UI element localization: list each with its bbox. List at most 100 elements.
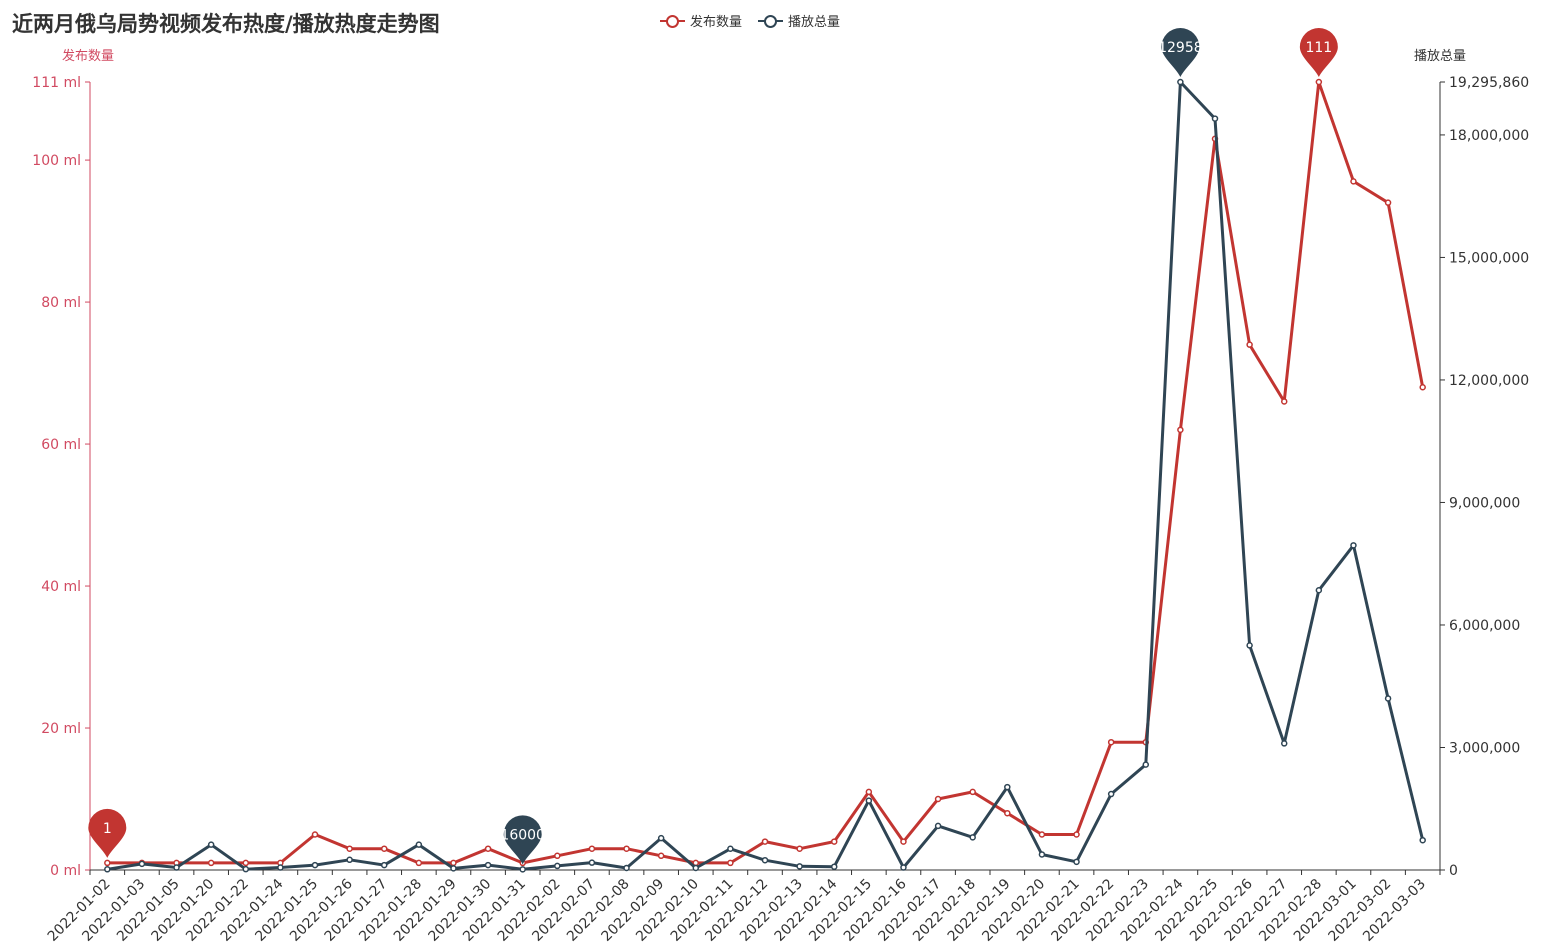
data-point-play-total [657,834,665,842]
data-point-play-total [1246,642,1253,649]
data-point-play-total [796,863,803,870]
y-axis-left-name: 发布数量 [62,48,114,64]
data-point-publish-count [761,838,769,845]
data-point-publish-count [1004,809,1011,817]
data-point-play-total [692,864,700,872]
data-point-play-total [519,866,526,873]
data-point-publish-count [796,845,803,852]
data-point-publish-count [1280,398,1288,405]
y-axis-right-tick-label: 18,000,000 [1449,128,1529,144]
data-point-play-total [380,861,388,869]
mark-publish-max-pin-icon [1299,28,1338,78]
data-point-publish-count [484,845,492,852]
data-point-play-total [277,864,284,871]
data-point-play-total [1384,695,1392,702]
data-point-publish-count [104,859,111,867]
data-point-play-total [1004,783,1011,791]
mark-play-max-pin-icon [1161,28,1200,78]
legend-item-publish-count[interactable]: 发布数量 [660,11,742,30]
mark-play-max-label: 12958 [1158,40,1203,56]
data-point-publish-count [450,859,457,867]
data-point-publish-count [1107,738,1115,746]
data-point-play-total [1211,115,1219,122]
y-axis-right-name: 播放总量 [1414,49,1466,64]
data-point-play-total [242,865,250,873]
data-point-publish-count [554,852,561,860]
data-point-publish-count [865,788,873,796]
legend-label-publish-count: 发布数量 [690,15,743,30]
data-point-play-total [173,864,180,871]
data-point-play-total [415,841,423,848]
legend-line-circle-icon [660,14,685,28]
data-point-play-total [311,861,319,869]
legend-label-play-total: 播放总量 [788,15,841,30]
y-axis-right-tick-label: 9,000,000 [1449,495,1520,511]
data-point-play-total [1107,790,1115,798]
y-axis-left-tick-label: 111 ml [32,75,81,91]
data-point-publish-count [1315,78,1323,86]
data-point-publish-count [1419,384,1426,391]
data-point-play-total [900,864,907,871]
data-point-publish-count [1177,426,1184,434]
data-point-play-total [1315,587,1323,594]
y-axis-left-tick-label: 100 ml [32,153,81,169]
data-point-publish-count [346,845,353,852]
data-point-play-total [934,822,942,830]
mark-play-min-pin-icon [503,815,542,865]
data-point-play-total [727,845,734,853]
data-point-play-total [1177,78,1184,86]
y-axis-left-tick-label: 20 ml [41,721,81,737]
y-axis-right-tick-label: 0 [1449,863,1458,879]
mark-publish-max-label: 111 [1305,40,1332,56]
data-point-play-total [1142,761,1150,768]
data-point-publish-count [380,845,388,852]
data-point-publish-count [900,838,907,845]
data-point-play-total [346,856,353,864]
legend-item-play-total[interactable]: 播放总量 [758,11,840,30]
mark-publish-min-pin-icon [88,808,127,858]
data-point-play-total [207,841,215,848]
data-point-publish-count [727,859,734,867]
data-point-publish-count [415,859,423,867]
data-point-play-total [1073,858,1080,866]
y-axis-right-tick-label: 6,000,000 [1449,618,1520,634]
data-point-play-total [1350,542,1357,549]
legend: 发布数量 播放总量 [660,11,840,30]
data-point-publish-count [1246,341,1253,348]
y-axis-left-tick-label: 60 ml [41,437,81,453]
mark-play-min-label: 16000 [500,827,545,843]
data-point-publish-count [1384,199,1392,206]
data-point-play-total [1038,851,1046,858]
data-point-publish-count [1350,178,1357,185]
data-point-play-total [554,862,561,870]
y-axis-right-tick-label: 19,295,860 [1449,75,1529,91]
data-point-publish-count [311,831,319,838]
data-point-publish-count [969,788,976,796]
data-point-play-total [450,865,457,872]
data-point-publish-count [1073,831,1080,838]
data-point-publish-count [242,859,250,867]
data-point-publish-count [934,795,942,803]
y-axis-right-tick-label: 12,000,000 [1449,373,1529,389]
y-axis-left-tick-label: 0 ml [50,863,81,879]
data-point-publish-count [588,845,596,852]
data-point-play-total [865,797,873,804]
series-line-publish-count [107,80,1425,865]
data-point-publish-count [623,845,630,852]
data-point-play-total [484,861,492,869]
data-point-play-total [969,834,976,841]
data-point-play-total [588,859,596,866]
y-axis-right-tick-label: 15,000,000 [1449,250,1529,266]
data-point-play-total [761,856,769,864]
data-point-play-total [1280,740,1288,747]
data-point-play-total [138,860,146,868]
data-point-play-total [104,866,111,873]
data-point-publish-count [830,838,838,845]
y-axis-right-tick-label: 3,000,000 [1449,740,1520,756]
y-axis-left-tick-label: 40 ml [41,579,81,595]
data-point-play-total [830,863,838,870]
data-point-play-total [623,864,630,872]
y-axis-left-tick-label: 80 ml [41,295,81,311]
data-point-publish-count [207,859,215,867]
